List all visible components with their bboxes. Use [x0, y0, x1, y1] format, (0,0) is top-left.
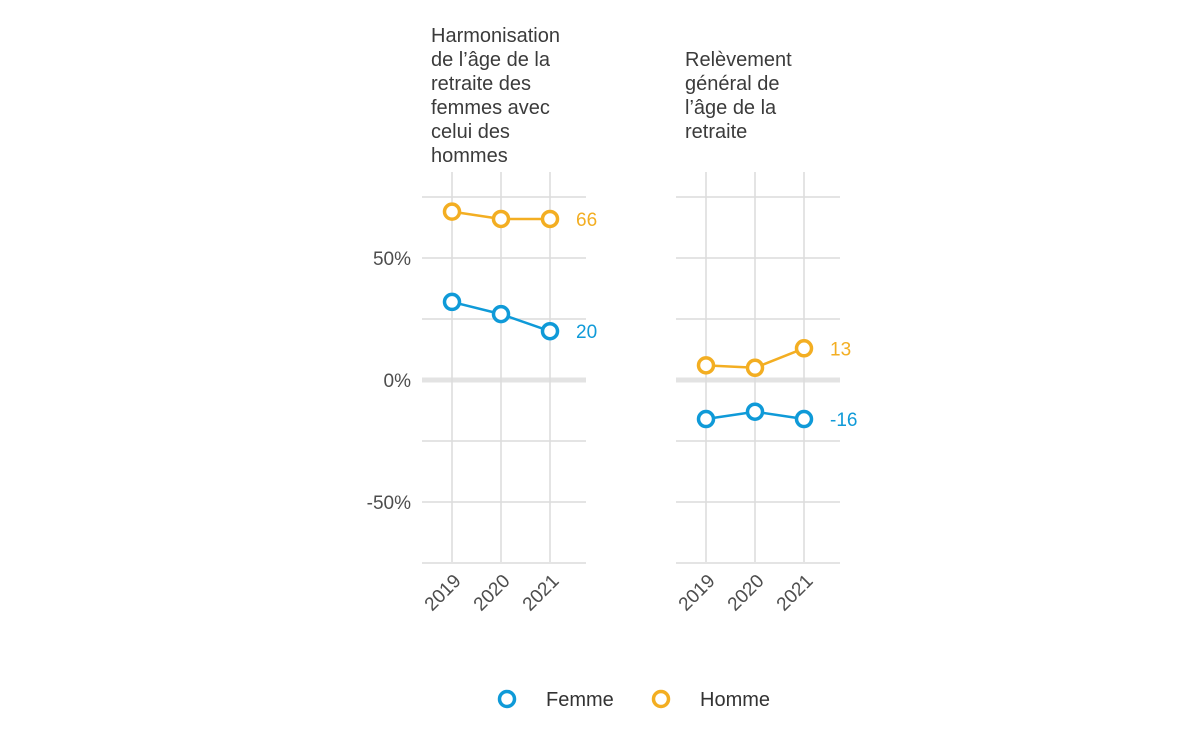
data-point-femme [696, 409, 716, 429]
panel-title-line: femmes avec [431, 97, 550, 119]
data-point-femme [745, 402, 765, 421]
end-value-label: 66 [576, 210, 597, 231]
data-point-homme [794, 339, 814, 358]
data-point-femme [540, 321, 560, 341]
panel-title-line: hommes [431, 145, 508, 167]
panel-title-line: celui des [431, 121, 510, 143]
y-tick-label: 50% [373, 249, 411, 270]
panel-title-line: retraite des [431, 73, 531, 95]
legend-label-femme: Femme [546, 689, 614, 711]
end-value-label: 13 [830, 339, 851, 360]
data-point-homme [491, 209, 511, 229]
y-tick-label: -50% [367, 493, 411, 514]
panel-title-line: l’âge de la [685, 97, 777, 119]
panel-title-line: de l’âge de la [431, 49, 551, 71]
legend-marker-femme [497, 689, 517, 709]
x-tick-label: 2020 [470, 571, 515, 616]
x-tick-label: 2019 [421, 571, 466, 616]
data-point-homme [696, 356, 716, 375]
x-tick-label: 2021 [773, 571, 818, 616]
data-point-homme [745, 358, 765, 378]
end-value-label: -16 [830, 410, 857, 431]
data-point-femme [491, 304, 511, 324]
data-point-femme [442, 292, 462, 312]
legend-marker-homme [651, 689, 671, 709]
y-tick-label: 0% [384, 371, 412, 392]
panel-title-line: Relèvement [685, 49, 792, 71]
data-point-homme [442, 202, 462, 221]
end-value-label: 20 [576, 322, 597, 343]
legend-label-homme: Homme [700, 689, 770, 711]
panel-title-line: Harmonisation [431, 25, 560, 47]
data-point-homme [540, 209, 560, 229]
x-tick-label: 2019 [675, 571, 720, 616]
data-point-femme [794, 409, 814, 429]
panel-title-line: général de [685, 73, 780, 95]
x-tick-label: 2020 [724, 571, 769, 616]
x-tick-label: 2021 [519, 571, 564, 616]
panel-title-line: retraite [685, 121, 747, 143]
